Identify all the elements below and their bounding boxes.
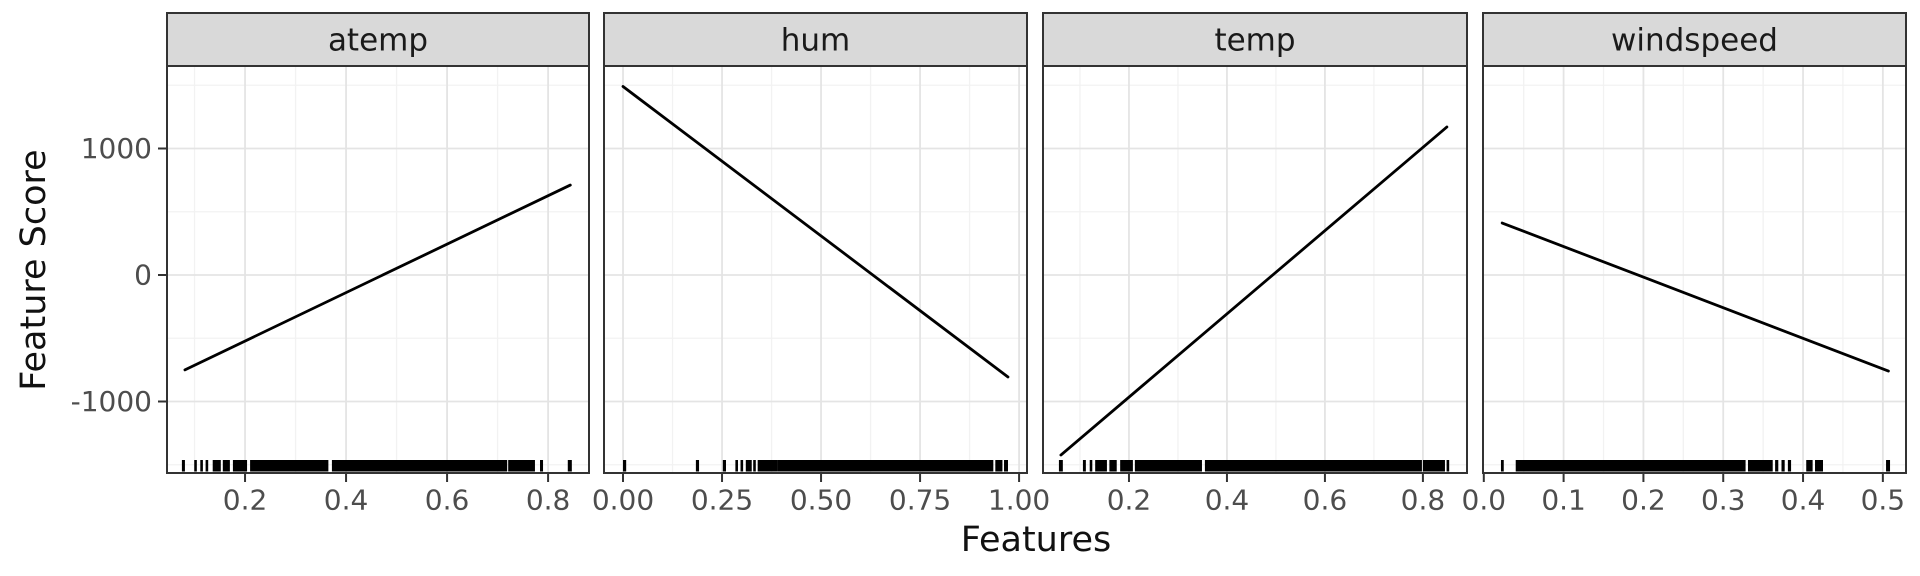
facet-windspeed: 0.0 0.1 0.2 0.3 0.4 0.5 windspeed bbox=[1462, 12, 1907, 517]
facet-strip-label: hum bbox=[781, 23, 851, 59]
x-tick-label: 0.8 bbox=[526, 484, 571, 517]
x-tick-label: 0.8 bbox=[1401, 484, 1446, 517]
facet-atemp: 0.2 0.4 0.6 0.8 atemp bbox=[166, 12, 590, 517]
rug-marks bbox=[212, 460, 221, 472]
x-tick-label: 0.75 bbox=[889, 484, 951, 517]
y-axis-group: 1000 0 -1000 bbox=[71, 132, 166, 418]
rug-marks bbox=[194, 460, 197, 472]
rug-marks bbox=[1781, 460, 1785, 472]
rug-marks bbox=[1204, 460, 1422, 472]
panel-background bbox=[167, 66, 589, 473]
rug-marks bbox=[1082, 460, 1086, 472]
rug-marks bbox=[205, 460, 209, 472]
rug-marks bbox=[1775, 460, 1779, 472]
facet-strip bbox=[166, 12, 590, 67]
trend-line bbox=[183, 183, 572, 372]
rug-marks bbox=[1500, 460, 1504, 472]
trend-line bbox=[621, 85, 1010, 379]
rug-marks bbox=[331, 460, 508, 472]
x-tick-label: 0.2 bbox=[1621, 484, 1666, 517]
rug-marks bbox=[1806, 460, 1813, 472]
rug-marks bbox=[508, 460, 535, 472]
x-tick-label: 0.2 bbox=[223, 484, 268, 517]
rug-marks bbox=[1446, 460, 1450, 472]
x-tick-label: 0.3 bbox=[1701, 484, 1746, 517]
facet-strip bbox=[1482, 12, 1907, 67]
x-tick-label: 0.00 bbox=[592, 484, 654, 517]
rug-marks bbox=[567, 460, 572, 472]
y-tick-label: 0 bbox=[134, 259, 152, 292]
rug-marks bbox=[745, 460, 752, 472]
x-tick-label: 0.5 bbox=[1861, 484, 1906, 517]
x-tick-label: 0.6 bbox=[1303, 484, 1348, 517]
rug-marks bbox=[1815, 460, 1823, 472]
y-tick-label: 1000 bbox=[81, 132, 152, 165]
rug-marks bbox=[1089, 460, 1093, 472]
x-tick-label: 0.2 bbox=[1107, 484, 1152, 517]
x-tick-label: 0.1 bbox=[1541, 484, 1586, 517]
rug-marks bbox=[1747, 460, 1773, 472]
panel-background bbox=[604, 66, 1027, 473]
facet-panels-group: 0.2 0.4 0.6 0.8 atemp 0.00 0.25 0.50 0.75 1.00 hum… bbox=[166, 12, 1907, 517]
facet-strip-label: temp bbox=[1214, 23, 1295, 59]
y-axis-title: Feature Score bbox=[14, 149, 54, 390]
trend-line bbox=[1059, 125, 1449, 457]
x-tick-label: 0.4 bbox=[1205, 484, 1250, 517]
x-tick-label: 0.0 bbox=[1462, 484, 1507, 517]
rug-marks bbox=[623, 460, 627, 472]
rug-marks bbox=[735, 460, 738, 472]
x-axis-title: Features bbox=[961, 520, 1112, 560]
rug-marks bbox=[1004, 460, 1008, 472]
trend-line bbox=[1500, 221, 1890, 373]
x-tick-label: 0.25 bbox=[691, 484, 753, 517]
facet-strip bbox=[603, 12, 1028, 67]
rug-marks bbox=[1134, 460, 1202, 472]
rug-marks bbox=[1109, 460, 1117, 472]
rug-marks bbox=[995, 460, 1003, 472]
rug-marks bbox=[222, 460, 230, 472]
x-tick-label: 0.50 bbox=[790, 484, 852, 517]
facet-strip-label: windspeed bbox=[1611, 23, 1778, 59]
facet-temp: 0.2 0.4 0.6 0.8 temp bbox=[1042, 12, 1468, 517]
rug-marks bbox=[200, 460, 203, 472]
rug-marks bbox=[695, 460, 700, 472]
panel-background bbox=[1483, 66, 1906, 473]
facet-hum: 0.00 0.25 0.50 0.75 1.00 hum bbox=[592, 12, 1050, 517]
x-tick-label: 1.00 bbox=[988, 484, 1050, 517]
rug-marks bbox=[250, 460, 329, 472]
rug-marks bbox=[1120, 460, 1133, 472]
rug-marks bbox=[722, 460, 726, 472]
rug-marks bbox=[757, 460, 778, 472]
x-tick-label: 0.6 bbox=[425, 484, 470, 517]
rug-marks bbox=[740, 460, 744, 472]
rug-marks bbox=[181, 460, 185, 472]
rug-marks bbox=[1515, 460, 1746, 472]
rug-marks bbox=[232, 460, 248, 472]
panel-background bbox=[1043, 66, 1467, 473]
facet-strip-label: atemp bbox=[328, 23, 428, 59]
rug-marks bbox=[1787, 460, 1792, 472]
rug-marks bbox=[540, 460, 544, 472]
facet-strip bbox=[1042, 12, 1468, 67]
x-tick-label: 0.4 bbox=[324, 484, 369, 517]
rug-marks bbox=[1422, 460, 1445, 472]
rug-marks bbox=[1058, 460, 1063, 472]
rug-marks bbox=[1886, 460, 1891, 472]
rug-marks bbox=[777, 460, 994, 472]
rug-marks bbox=[1095, 460, 1107, 472]
x-tick-label: 0.4 bbox=[1781, 484, 1826, 517]
y-tick-label: -1000 bbox=[71, 385, 152, 418]
rug-marks bbox=[753, 460, 756, 472]
